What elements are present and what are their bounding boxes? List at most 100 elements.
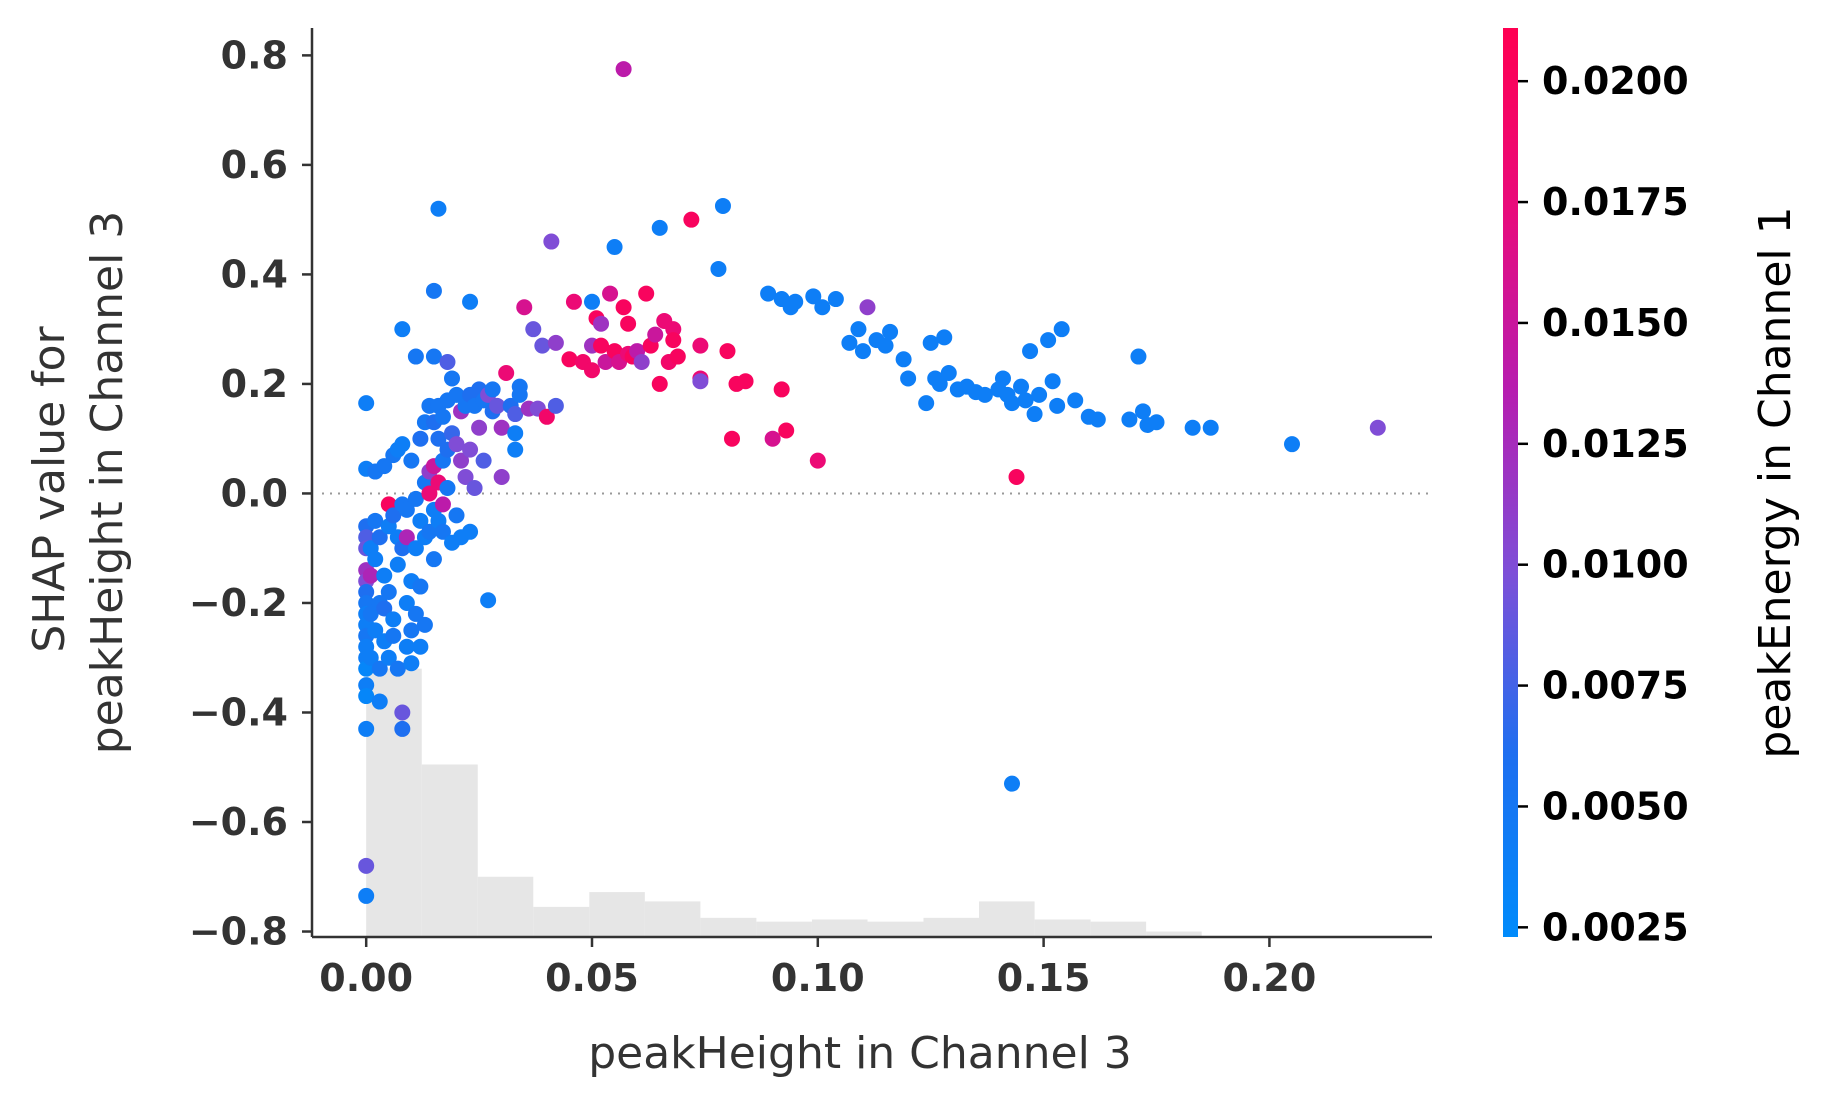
- colorbar-tick-label: 0.0125: [1542, 422, 1689, 466]
- scatter-point: [841, 334, 858, 351]
- y-tick-label: 0.2: [221, 362, 288, 406]
- scatter-point: [362, 567, 379, 584]
- scatter-point: [403, 452, 420, 469]
- scatter-point: [1013, 378, 1030, 395]
- histogram-bar: [589, 892, 645, 937]
- x-tick-label: 0.05: [545, 956, 639, 1000]
- scatter-point: [584, 293, 600, 310]
- scatter-point: [421, 485, 438, 502]
- scatter-point: [669, 348, 686, 365]
- scatter-point: [448, 507, 465, 524]
- scatter-point: [376, 458, 393, 475]
- scatter-point: [895, 351, 912, 368]
- histogram-bar: [756, 921, 812, 937]
- scatter-point: [367, 512, 384, 529]
- colorbar-tick-label: 0.0025: [1542, 905, 1689, 949]
- scatter-point: [462, 523, 479, 540]
- colorbar-title: peakEnergy in Channel 1: [1750, 206, 1801, 758]
- histogram-bar: [923, 917, 980, 937]
- scatter-point: [462, 293, 479, 310]
- scatter-point: [421, 523, 438, 540]
- scatter-point: [1369, 419, 1386, 436]
- scatter-point: [561, 351, 578, 368]
- y-tick-label: −0.4: [189, 690, 288, 734]
- scatter-point: [444, 370, 460, 387]
- scatter-point: [584, 362, 600, 379]
- scatter-point: [385, 611, 402, 628]
- scatter-point: [787, 293, 804, 310]
- scatter-point: [362, 649, 379, 666]
- scatter-point: [434, 496, 451, 513]
- scatter-point: [507, 406, 524, 423]
- histogram-bar: [1090, 921, 1147, 937]
- scatter-point: [371, 693, 388, 710]
- scatter-point: [1044, 373, 1061, 390]
- scatter-point: [859, 299, 876, 316]
- colorbar-tick-label: 0.0200: [1542, 59, 1689, 103]
- scatter-point: [773, 381, 790, 398]
- colorbar-tick-label: 0.0175: [1542, 180, 1689, 224]
- scatter-point: [692, 373, 709, 390]
- scatter-point: [412, 512, 429, 529]
- histogram-bar: [867, 921, 924, 937]
- scatter-point: [358, 887, 375, 904]
- scatter-point: [918, 395, 935, 412]
- scatter-point: [534, 337, 551, 354]
- scatter-point: [922, 334, 939, 351]
- scatter-point: [394, 436, 411, 453]
- colorbar-tick-label: 0.0150: [1542, 301, 1689, 345]
- scatter-point: [760, 285, 777, 302]
- scatter-point: [425, 348, 442, 365]
- scatter-point: [358, 584, 375, 601]
- x-tick-label: 0.15: [997, 956, 1091, 1000]
- scatter-point: [805, 288, 822, 305]
- scatter-point: [931, 375, 948, 392]
- colorbar-tick-label: 0.0075: [1542, 664, 1689, 708]
- scatter-point: [434, 408, 451, 425]
- scatter-point: [489, 397, 506, 414]
- scatter-point: [358, 857, 375, 874]
- scatter-point: [593, 315, 610, 332]
- scatter-point: [1284, 436, 1300, 453]
- scatter-point: [737, 373, 754, 390]
- scatter-point: [647, 326, 664, 343]
- scatter-point: [376, 567, 393, 584]
- histogram-bar: [644, 901, 701, 937]
- scatter-point: [407, 540, 424, 557]
- scatter-point: [940, 364, 957, 381]
- scatter-point: [1031, 386, 1048, 403]
- x-tick-label: 0.00: [319, 956, 413, 1000]
- scatter-point: [1089, 411, 1106, 428]
- scatter-point: [565, 293, 582, 310]
- scatter-point: [398, 529, 415, 546]
- histogram-bar: [421, 764, 478, 937]
- scatter-point: [358, 677, 375, 694]
- scatter-point: [412, 578, 429, 595]
- y-tick-label: 0.0: [221, 471, 288, 515]
- scatter-point: [1202, 419, 1219, 436]
- scatter-point: [1008, 469, 1025, 486]
- colorbar-ticks: 0.0025 0.0050 0.0075 0.0100 0.0125 0.0150 0.01…: [1518, 59, 1689, 949]
- scatter-point: [389, 556, 406, 573]
- scatter-point: [358, 720, 375, 737]
- scatter-point: [651, 375, 668, 392]
- scatter-point: [430, 430, 447, 447]
- feature-histogram: [366, 668, 1202, 937]
- scatter-point: [493, 419, 510, 436]
- y-tick-label: 0.8: [221, 33, 288, 77]
- scatter-point: [538, 408, 555, 425]
- scatter-point: [367, 622, 384, 639]
- scatter-point: [462, 441, 479, 458]
- scatter-point: [362, 605, 379, 622]
- scatter-point: [1134, 403, 1151, 420]
- y-tick-label: −0.8: [189, 910, 288, 954]
- scatter-point: [507, 441, 524, 458]
- histogram-bar: [811, 919, 868, 937]
- y-tick-label: −0.6: [189, 800, 288, 844]
- scatter-point: [425, 551, 442, 568]
- scatter-point: [1130, 348, 1147, 365]
- histogram-bar: [1146, 931, 1202, 937]
- scatter-point: [525, 321, 542, 338]
- scatter-point: [425, 282, 442, 299]
- scatter-point: [507, 425, 524, 442]
